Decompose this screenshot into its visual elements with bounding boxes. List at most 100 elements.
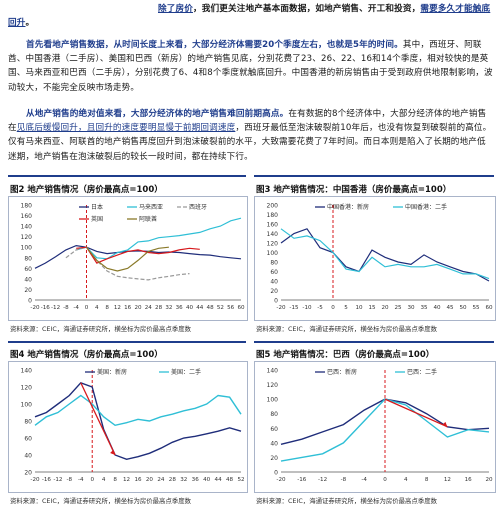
y-tick-label: 20 — [270, 288, 278, 295]
x-tick-label: 20 — [134, 305, 142, 311]
y-tick-label: 120 — [267, 382, 279, 389]
x-tick-label: 0 — [331, 305, 335, 311]
x-tick-label: 60 — [485, 305, 493, 311]
x-tick-label: 4 — [102, 477, 106, 483]
x-tick-label: 25 — [394, 305, 402, 311]
x-tick-label: -20 — [276, 477, 286, 483]
x-tick-label: 40 — [203, 477, 211, 483]
y-tick-label: 160 — [21, 213, 33, 220]
fig2-source: 资料来源：CEIC，海通证券研究所，横坐标为房价最高点季度数 — [10, 325, 192, 333]
y-tick-label: 180 — [21, 203, 33, 210]
x-tick-label: 16 — [465, 477, 473, 483]
legend-label: 西班牙 — [189, 203, 207, 211]
x-tick-label: -16 — [297, 477, 307, 483]
p3-rest-a: 在有数据的8个经济体中，大部分经济体的地产销售在 — [8, 109, 487, 134]
x-tick-label: -16 — [41, 305, 51, 311]
p1-bold-b: 需要多久才能触底回升 — [8, 4, 491, 29]
x-tick-label: 44 — [215, 477, 223, 483]
fig3-top-rule — [254, 175, 494, 177]
p1-end: 。 — [25, 18, 35, 29]
x-tick-label: 28 — [155, 305, 163, 311]
legend-label: 英国 — [91, 215, 103, 223]
decline-arrowhead — [442, 421, 448, 427]
paragraph-2: 首先看地产销售数据，从时间长度上来看，大部分经济体需要20个季度左右，也就是5年… — [8, 38, 494, 95]
y-tick-label: 20 — [270, 455, 278, 462]
legend-label: 巴西：新房 — [327, 368, 357, 376]
x-tick-label: 20 — [146, 477, 154, 483]
p1-bold-a: 除了房价 — [158, 4, 193, 14]
paragraph-1: 除了房价，我们更关注地产基本面数据，如地产销售、开工和投资，需要多久才能触底回升… — [8, 2, 494, 30]
x-tick-label: -5 — [317, 305, 323, 311]
y-tick-label: 200 — [267, 203, 279, 210]
x-tick-label: 52 — [217, 305, 224, 311]
x-tick-label: 16 — [134, 477, 142, 483]
x-tick-label: -20 — [30, 477, 40, 483]
x-tick-label: 44 — [196, 305, 204, 311]
x-tick-label: -8 — [341, 477, 347, 483]
x-tick-label: 32 — [165, 305, 172, 311]
y-tick-label: 180 — [267, 212, 279, 219]
x-tick-label: -12 — [53, 477, 62, 483]
x-tick-label: 60 — [237, 305, 245, 311]
fig4-top-rule — [8, 341, 246, 343]
p3-underline: 见底后缓慢回升，且回升的速度要明显慢于前期回调速度 — [16, 123, 236, 134]
series-line-1 — [34, 244, 242, 269]
y-tick-label: 0 — [274, 298, 278, 305]
paragraph-3: 从地产销售的绝对值来看，大部分经济体的地产销售难回前期高点。在有数据的8个经济体… — [8, 107, 494, 164]
y-tick-label: 40 — [270, 440, 278, 447]
x-tick-label: 45 — [446, 305, 454, 311]
y-tick-label: 100 — [267, 250, 279, 257]
y-tick-label: 60 — [270, 269, 278, 276]
x-tick-label: 50 — [459, 305, 467, 311]
x-tick-label: 0 — [85, 305, 89, 311]
x-tick-label: 36 — [192, 477, 200, 483]
x-tick-label: 8 — [105, 305, 109, 311]
x-tick-label: -8 — [67, 477, 73, 483]
x-tick-label: -4 — [361, 477, 367, 483]
y-tick-label: 0 — [28, 298, 32, 305]
fig5-source: 资料来源：CEIC，海通证券研究所，横坐标为房价最高点季度数 — [256, 497, 438, 505]
series-line-5 — [86, 246, 169, 272]
x-tick-label: -4 — [73, 305, 79, 311]
y-tick-label: 40 — [270, 279, 278, 286]
y-tick-label: 120 — [21, 385, 33, 392]
x-tick-label: 55 — [472, 305, 480, 311]
y-tick-label: 140 — [21, 224, 33, 231]
fig4-caption: 图4 地产销售情况（房价最高点=100） — [10, 350, 163, 360]
y-tick-label: 160 — [267, 222, 279, 229]
x-tick-label: 48 — [226, 477, 234, 483]
fig3-frame: 0 20 40 60 80 100 120 140 160 180 200 -20 -15 -10 -5 0 5… — [254, 196, 496, 321]
x-tick-label: 12 — [123, 477, 130, 483]
fig3-chart: 0 20 40 60 80 100 120 140 160 180 200 -20 -15 -10 -5 0 5… — [267, 203, 493, 312]
x-tick-label: 48 — [207, 305, 215, 311]
p1-rest-a: ，我们更关注地产基本面数据，如地产销售、开工和投资， — [192, 4, 421, 14]
y-tick-label: 80 — [270, 260, 278, 267]
series-line-2 — [34, 394, 242, 427]
fig3-source: 资料来源：CEIC，海通证券研究所，横坐标为房价最高点季度数 — [256, 325, 438, 333]
x-tick-label: 52 — [237, 477, 244, 483]
legend-label: 阿联酋 — [139, 215, 157, 223]
fig2-frame: 0 20 40 60 80 100 120 140 160 180 -20 -16 -12 -8 -4 0 4 8… — [8, 196, 248, 321]
legend-label: 美国：新房 — [97, 368, 127, 376]
series-line-2 — [280, 398, 490, 462]
x-tick-label: 5 — [344, 305, 348, 311]
y-tick-label: 20 — [24, 287, 32, 294]
series-line-1 — [34, 381, 242, 461]
p2-rest: 其中，西班牙、阿联酋、中国香港（二手房）、美国和巴西（新房）的地产销售见底，分别… — [8, 40, 493, 93]
fig5-chart: 0 20 40 60 80 100 120 140 -20 -16 -12 -8 -4 0 4 8 12 16 20… — [267, 368, 493, 484]
p3-rest-b: ，西班牙最低至泡沫破裂前10年后，也没有恢复到破裂前的高位。仅有马来西亚、阿联酋… — [8, 123, 492, 162]
x-tick-label: 15 — [368, 305, 376, 311]
x-tick-label: 35 — [420, 305, 428, 311]
x-tick-label: 40 — [186, 305, 194, 311]
decline-arrow — [384, 398, 448, 428]
p2-bold: 首先看地产销售数据，从时间长度上来看，大部分经济体需要20个季度左右，也就是5年… — [26, 40, 403, 50]
x-tick-label: 40 — [433, 305, 441, 311]
x-tick-label: 24 — [157, 477, 165, 483]
x-tick-label: -10 — [302, 305, 312, 311]
series-line-4 — [76, 246, 200, 264]
legend-label: 中国香港：新房 — [327, 203, 369, 211]
y-tick-label: 80 — [24, 419, 32, 426]
series-line-2 — [76, 217, 242, 260]
